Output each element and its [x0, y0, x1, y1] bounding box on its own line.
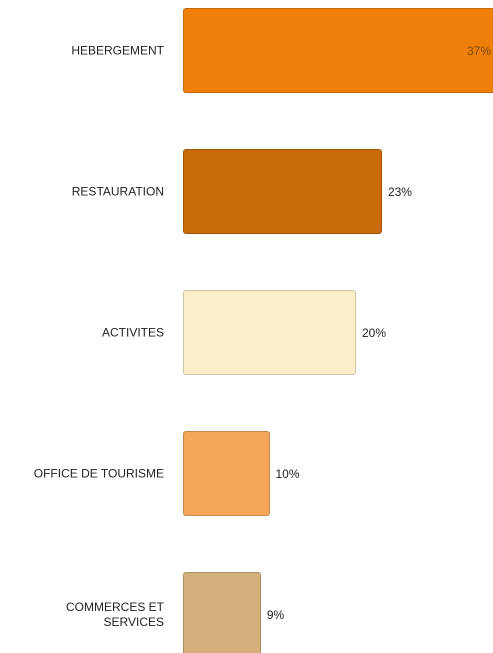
category-label: COMMERCES ET SERVICES	[65, 599, 164, 629]
value-label: 23%	[387, 184, 412, 199]
value-label: 37%	[467, 43, 492, 58]
category-label: OFFICE DE TOURISME	[33, 466, 164, 480]
category-label: HEBERGEMENT	[71, 43, 164, 57]
bar	[183, 572, 261, 653]
bar	[183, 149, 382, 234]
value-label: 20%	[362, 325, 387, 340]
category-label: ACTIVITES	[101, 325, 164, 339]
bar	[183, 8, 493, 93]
bar	[183, 290, 356, 375]
value-label: 10%	[275, 466, 300, 481]
value-label: 9%	[266, 607, 285, 622]
category-label: RESTAURATION	[71, 184, 164, 198]
bar	[183, 431, 270, 516]
